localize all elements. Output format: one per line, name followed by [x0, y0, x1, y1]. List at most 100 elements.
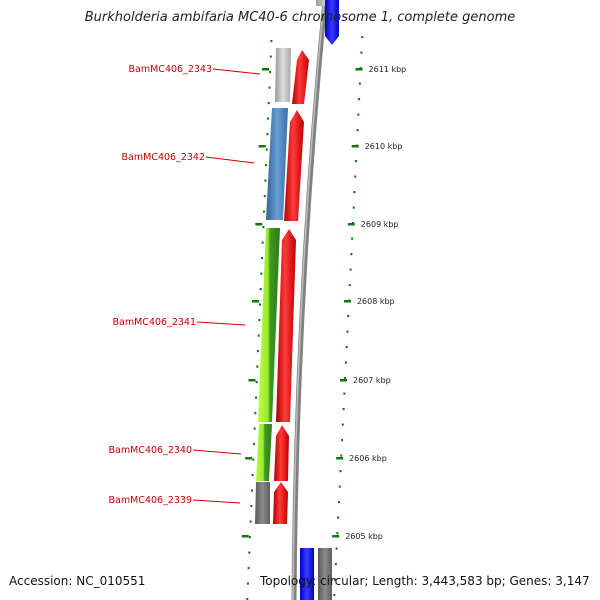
- major-tick: [347, 223, 355, 226]
- major-tick: [332, 535, 340, 538]
- inner-minor-tick: [268, 86, 271, 89]
- inner-minor-tick: [257, 350, 260, 353]
- inner-minor-tick: [259, 288, 262, 291]
- top-genes: [316, 0, 339, 45]
- outer-minor-tick: [337, 516, 340, 519]
- inner-minor-tick: [263, 195, 266, 198]
- forward-gene-2341[interactable]: [276, 229, 296, 422]
- inner-minor-tick: [250, 489, 253, 492]
- gene-label[interactable]: BamMC406_2341: [113, 317, 196, 328]
- outer-minor-tick: [344, 377, 347, 380]
- gene-label[interactable]: BamMC406_2342: [122, 152, 205, 163]
- map-title: Burkholderia ambifaria MC40-6 chromosome…: [84, 10, 516, 25]
- outer-minor-tick: [335, 547, 338, 550]
- outer-minor-tick: [348, 284, 351, 287]
- gene-label[interactable]: BamMC406_2343: [129, 64, 212, 75]
- outer-minor-tick: [338, 485, 341, 488]
- cog-gene-2340[interactable]: [256, 424, 272, 481]
- outer-minor-tick: [352, 206, 355, 209]
- inner-minor-tick: [254, 396, 257, 399]
- outer-minor-tick: [357, 113, 360, 116]
- gene-label-leader: [192, 499, 241, 504]
- tick-label: 2607 kbp: [353, 376, 391, 385]
- forward-gene-2339[interactable]: [273, 482, 288, 524]
- accession-text: Accession: NC_010551: [9, 574, 146, 588]
- genome-backbone-highlight: [292, 0, 325, 600]
- outer-minor-tick: [341, 439, 344, 442]
- major-tick: [355, 68, 363, 71]
- tick-label: 2610 kbp: [365, 142, 403, 151]
- major-tick: [351, 145, 359, 148]
- inner-minor-tick: [255, 381, 258, 384]
- cog-gene-2342[interactable]: [266, 108, 288, 220]
- cog-gene-2339[interactable]: [255, 482, 270, 524]
- forward-gene-2342[interactable]: [284, 110, 304, 221]
- inner-major-tick: [241, 535, 249, 538]
- inner-minor-tick: [249, 520, 252, 523]
- major-tick: [340, 379, 347, 382]
- inner-minor-tick: [269, 55, 272, 58]
- inner-minor-tick: [250, 505, 253, 508]
- tick-marks: 2611 kbp 2610 kbp 2609 kbp 2608 kbp 2607 kbp…: [241, 36, 406, 600]
- cog-genes: [255, 48, 291, 524]
- inner-minor-tick: [251, 474, 254, 477]
- outer-minor-tick: [344, 361, 347, 364]
- outer-minor-tick: [346, 330, 349, 333]
- inner-minor-tick: [253, 427, 256, 430]
- inner-minor-tick: [269, 71, 272, 74]
- inner-minor-tick: [262, 226, 265, 229]
- inner-minor-tick: [261, 257, 264, 260]
- outer-minor-tick: [336, 532, 339, 535]
- outer-minor-tick: [341, 423, 344, 426]
- inner-minor-tick: [270, 40, 273, 43]
- gene-label[interactable]: BamMC406_2339: [109, 495, 192, 506]
- top-blue-gene[interactable]: [325, 0, 339, 45]
- gene-label-leader: [205, 156, 255, 164]
- gene-label[interactable]: BamMC406_2340: [109, 445, 192, 456]
- forward-gene-2343[interactable]: [292, 50, 309, 104]
- inner-minor-tick: [259, 303, 262, 306]
- outer-minor-tick: [355, 160, 357, 163]
- inner-minor-tick: [261, 241, 264, 244]
- tick-label: 2606 kbp: [349, 454, 387, 463]
- outer-minor-tick: [337, 501, 340, 504]
- gene-labels: BamMC406_2343 BamMC406_2342 BamMC406_2341 B…: [109, 64, 261, 506]
- inner-major-tick: [248, 379, 256, 382]
- inner-minor-tick: [256, 365, 259, 368]
- outer-minor-tick: [354, 175, 357, 178]
- tick-label: 2605 kbp: [345, 532, 383, 541]
- inner-minor-tick: [254, 412, 257, 415]
- outer-minor-tick: [340, 454, 343, 457]
- gene-label-leader: [192, 449, 242, 455]
- forward-gene-2340[interactable]: [274, 425, 289, 481]
- cog-gene-2343[interactable]: [275, 48, 291, 102]
- outer-minor-tick: [347, 315, 350, 318]
- outer-minor-tick: [358, 98, 361, 101]
- cog-gene-2341[interactable]: [258, 228, 280, 422]
- inner-minor-tick: [248, 536, 251, 539]
- outer-minor-tick: [356, 129, 359, 132]
- inner-major-tick: [262, 68, 270, 71]
- topology-text: Topology: circular; Length: 3,443,583 bp…: [260, 574, 590, 588]
- inner-minor-tick: [260, 272, 263, 275]
- inner-minor-tick: [266, 133, 269, 136]
- outer-minor-tick: [358, 82, 361, 85]
- inner-minor-tick: [246, 598, 249, 600]
- bottom-genes: [300, 548, 332, 600]
- bottom-blue-gene[interactable]: [300, 548, 314, 600]
- outer-minor-tick: [343, 392, 346, 395]
- bottom-grey-gene[interactable]: [318, 548, 332, 600]
- genome-backbone: [291, 0, 328, 600]
- gene-label-leader: [212, 68, 261, 75]
- outer-minor-tick: [350, 253, 353, 256]
- outer-minor-tick: [351, 237, 354, 240]
- outer-minor-tick: [333, 594, 336, 597]
- inner-minor-tick: [263, 210, 266, 213]
- outer-minor-tick: [349, 268, 352, 271]
- tick-label: 2609 kbp: [361, 220, 399, 229]
- major-tick: [343, 300, 351, 303]
- inner-minor-tick: [252, 443, 255, 446]
- major-tick: [336, 457, 344, 460]
- inner-minor-tick: [252, 458, 255, 461]
